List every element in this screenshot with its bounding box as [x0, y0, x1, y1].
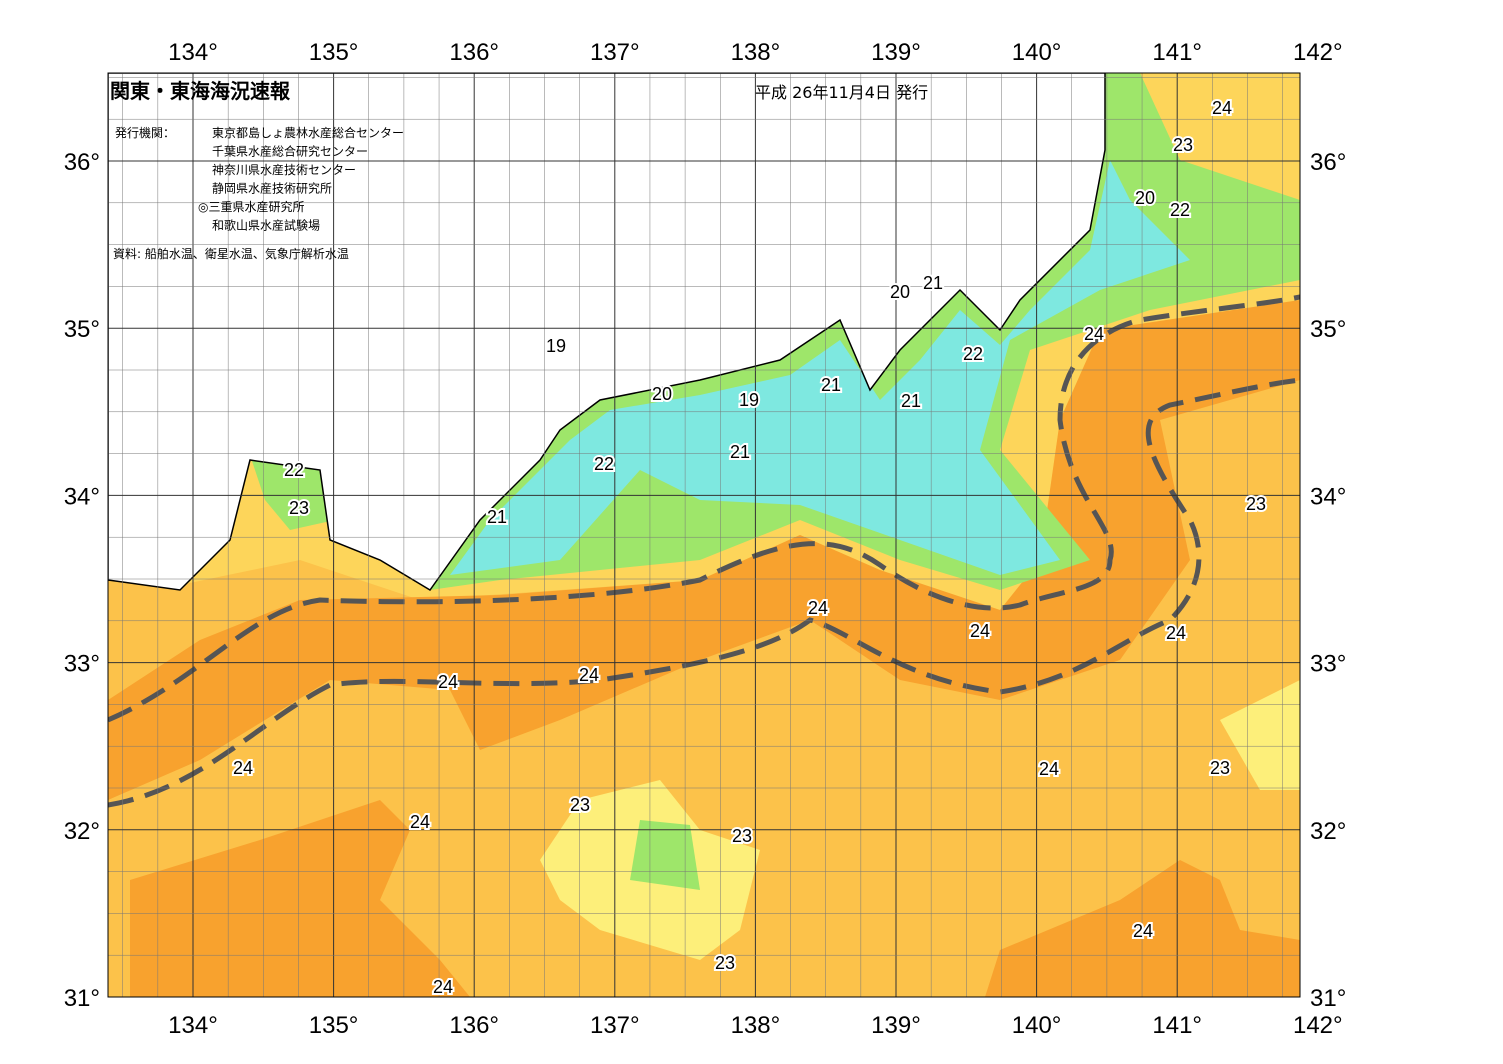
sea-22 [630, 820, 700, 890]
contour-label: 20 [890, 282, 910, 302]
kuroshio-axis-south [108, 377, 1300, 808]
agencies: 東京都島しょ農林水産総合センター千葉県水産総合研究センター神奈川県水産技術センタ… [198, 125, 404, 233]
map-frame [107, 72, 1301, 998]
lon-label-bottom: 136° [449, 1012, 499, 1039]
lon-label-bottom: 142° [1293, 1012, 1343, 1039]
contour-label: 24 [1212, 98, 1232, 118]
agency: 静岡県水産技術研究所 [212, 181, 332, 196]
contour-label: 24 [1039, 759, 1059, 779]
source: 資料: 船舶水温、衛星水温、気象庁解析水温 [113, 246, 349, 261]
lon-label-top: 139° [871, 39, 921, 66]
contour-label: 23 [1173, 135, 1193, 155]
contour-label: 24 [970, 621, 990, 641]
lat-label-right: 35° [1310, 316, 1346, 343]
kuroshio-axis-north [108, 294, 1300, 723]
contour-label: 23 [289, 498, 309, 518]
agency: 和歌山県水産試験場 [212, 218, 320, 233]
lon-label-top: 141° [1152, 39, 1202, 66]
sea-22 [250, 450, 335, 530]
agency: 千葉県水産総合研究センター [212, 144, 368, 159]
lon-label-bottom: 140° [1012, 1012, 1062, 1039]
lon-label-bottom: 139° [871, 1012, 921, 1039]
contour-label: 22 [963, 344, 983, 364]
agency: 東京都島しょ農林水産総合センター [212, 125, 404, 140]
lon-label-top: 140° [1012, 39, 1062, 66]
contour-label: 24 [438, 672, 458, 692]
lat-label-left: 34° [64, 483, 100, 510]
graticule [108, 73, 1300, 997]
contour-label: 23 [570, 795, 590, 815]
lon-label-top: 134° [168, 39, 218, 66]
lon-label-bottom: 135° [309, 1012, 359, 1039]
lat-label-right: 33° [1310, 651, 1346, 678]
contour-label: 23 [1210, 758, 1230, 778]
contour-label: 22 [594, 454, 614, 474]
lat-label-left: 33° [64, 651, 100, 678]
contour-label: 21 [730, 442, 750, 462]
kuroshio-warm [108, 300, 1300, 800]
contour-label: 19 [739, 390, 759, 410]
contour-label: 24 [1166, 623, 1186, 643]
lat-label-left: 31° [64, 985, 100, 1012]
lon-label-top: 136° [449, 39, 499, 66]
contour-label: 22 [284, 460, 304, 480]
contour-label: 24 [808, 598, 828, 618]
contour-label: 23 [732, 826, 752, 846]
contour-label: 24 [579, 665, 599, 685]
contour-label: 24 [1084, 324, 1104, 344]
lon-label-bottom: 134° [168, 1012, 218, 1039]
contour-label: 19 [546, 336, 566, 356]
land [108, 73, 1106, 591]
contour-labels: 24 23 20 22 20 21 19 22 24 21 20 19 21 21 22 22 23 21 23 24… [231, 96, 1268, 997]
axis-labels: 134° 134° 135° 135° 136° 136° 137° 137° 138° 138°… [64, 39, 1347, 1039]
contour-label: 21 [923, 273, 943, 293]
contour-label: 20 [652, 384, 672, 404]
lon-label-top: 138° [731, 39, 781, 66]
lat-label-right: 36° [1310, 149, 1346, 176]
contour-label: 23 [1246, 494, 1266, 514]
sea-20-21 [450, 160, 1190, 575]
contour-label: 22 [1170, 200, 1190, 220]
sea-23 [1220, 680, 1300, 790]
lat-label-left: 36° [64, 149, 100, 176]
lon-label-bottom: 138° [731, 1012, 781, 1039]
contour-label: 23 [715, 953, 735, 973]
lat-label-left: 32° [64, 818, 100, 845]
contour-label: 24 [1133, 921, 1153, 941]
contour-label: 24 [233, 758, 253, 778]
lat-label-right: 31° [1310, 985, 1346, 1012]
agency: 神奈川県水産技術センター [212, 162, 356, 177]
contour-label: 21 [487, 507, 507, 527]
lon-label-top: 137° [590, 39, 640, 66]
contour-label: 21 [821, 375, 841, 395]
contour-label: 24 [410, 812, 430, 832]
lon-label-top: 142° [1293, 39, 1343, 66]
contour-label: 20 [1135, 188, 1155, 208]
lat-label-right: 32° [1310, 818, 1346, 845]
contour-label: 24 [433, 977, 453, 997]
lon-label-bottom: 141° [1152, 1012, 1202, 1039]
contour-label: 21 [901, 391, 921, 411]
lat-label-right: 34° [1310, 483, 1346, 510]
lon-label-bottom: 137° [590, 1012, 640, 1039]
map-body: 24 23 20 22 20 21 19 22 24 21 20 19 21 21 22 22 23 21 23 24… [108, 73, 1300, 997]
issue-date: 平成 26年11月4日 発行 [755, 83, 928, 102]
warm-patch [130, 800, 470, 997]
agencies-label: 発行機関： [115, 125, 175, 140]
agency: ◎三重県水産研究所 [198, 199, 304, 214]
warm-patch [985, 860, 1300, 997]
title: 関東・東海海況速報 [110, 79, 291, 103]
lat-label-left: 35° [64, 316, 100, 343]
lon-label-top: 135° [309, 39, 359, 66]
